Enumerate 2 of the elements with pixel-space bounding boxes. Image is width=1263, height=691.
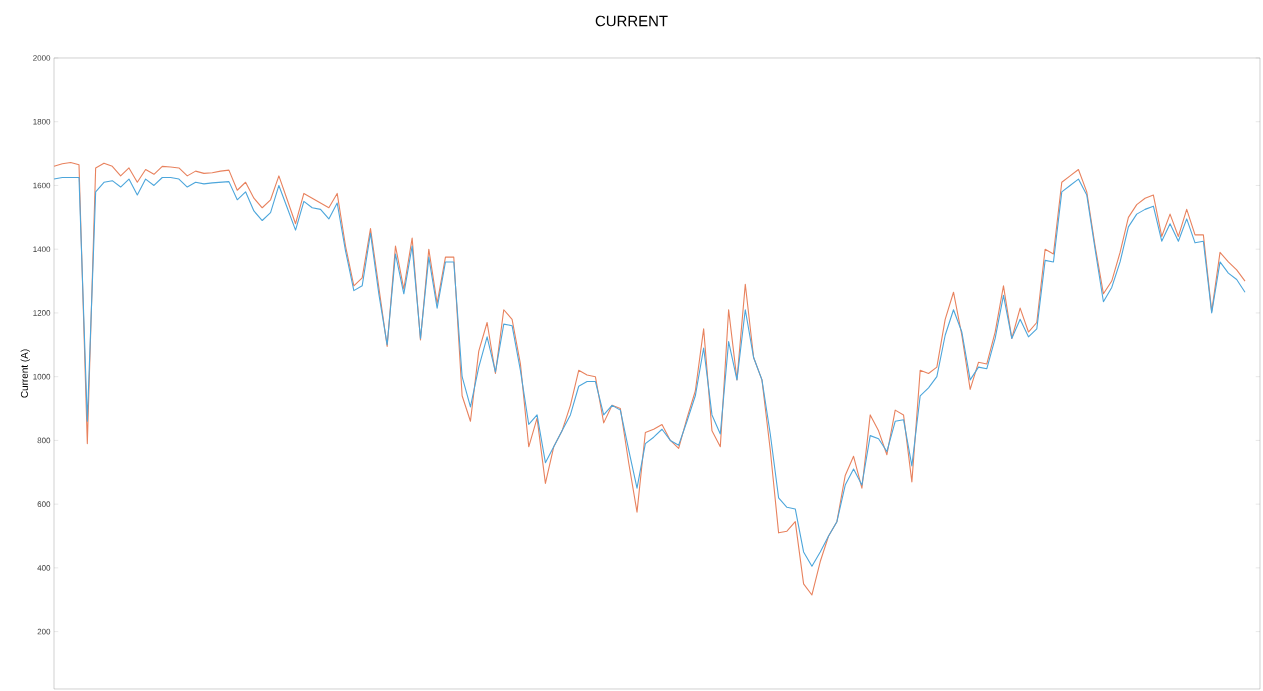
chart-title: CURRENT xyxy=(595,15,668,27)
y-axis-title: Current (A) xyxy=(20,349,30,398)
